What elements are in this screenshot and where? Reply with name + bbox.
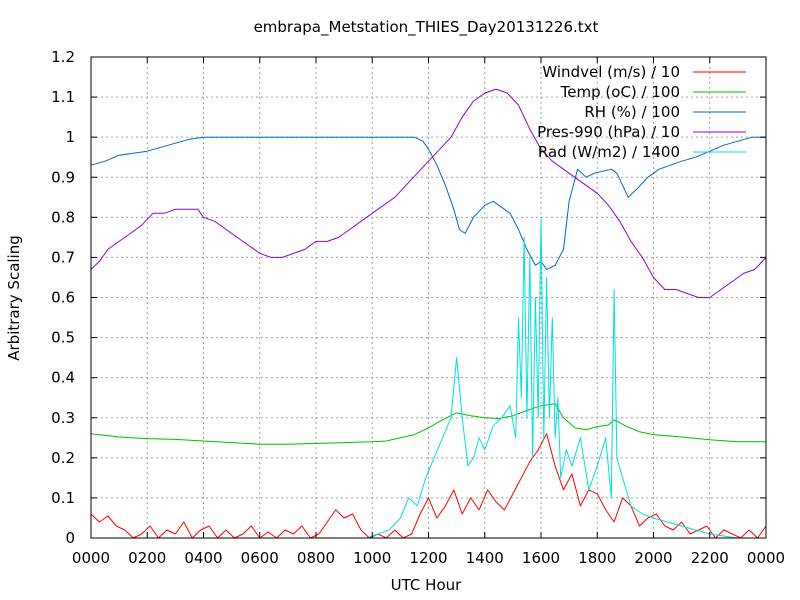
series-line-1 <box>90 433 767 539</box>
series-layer <box>90 88 767 539</box>
legend: Windvel (m/s) / 10 Temp (oC) / 100 RH (%) … <box>537 63 746 161</box>
series-line-3 <box>90 136 766 270</box>
x-tick-label: 0400 <box>184 549 222 567</box>
y-tick-label: 1.1 <box>51 88 75 106</box>
series-line-4 <box>90 88 767 298</box>
series-line-5 <box>91 216 766 539</box>
y-tick-label: 0.4 <box>51 369 75 387</box>
y-tick-label: 1.2 <box>51 48 75 66</box>
legend-label: Rad (W/m2) / 1400 <box>538 143 680 161</box>
x-tick-label: 0600 <box>241 549 279 567</box>
x-tick-label: 0000 <box>747 549 785 567</box>
x-axis-label: UTC Hour <box>391 576 462 594</box>
y-tick-label: 0.7 <box>51 248 75 266</box>
x-tick-label: 0800 <box>297 549 335 567</box>
legend-label: RH (%) / 100 <box>584 103 680 121</box>
y-tick-label: 0.2 <box>51 449 75 467</box>
y-tick-label: 1 <box>65 128 75 146</box>
y-tick-label: 0 <box>65 529 75 547</box>
y-tick-label: 0.5 <box>51 329 75 347</box>
legend-label: Temp (oC) / 100 <box>560 83 680 101</box>
x-tick-label: 1200 <box>409 549 447 567</box>
y-tick-label: 0.3 <box>51 409 75 427</box>
ticks: 0 0.1 0.2 0.3 0.4 0.5 0.6 0.7 0.8 0.9 1 1.1 1.2 0000 0… <box>51 48 785 567</box>
series-line-2 <box>90 403 766 445</box>
x-tick-label: 1600 <box>522 549 560 567</box>
legend-label: Pres-990 (hPa) / 10 <box>537 123 680 141</box>
x-tick-label: 1800 <box>578 549 616 567</box>
y-tick-label: 0.9 <box>51 168 75 186</box>
x-tick-label: 1000 <box>353 549 391 567</box>
x-tick-label: 1400 <box>466 549 504 567</box>
x-tick-label: 2000 <box>634 549 672 567</box>
chart-title: embrapa_Metstation_THIES_Day20131226.txt <box>254 18 599 37</box>
y-tick-label: 0.8 <box>51 208 75 226</box>
y-tick-label: 0.1 <box>51 489 75 507</box>
x-tick-label: 0200 <box>128 549 166 567</box>
x-tick-label: 2200 <box>691 549 729 567</box>
x-tick-label: 0000 <box>72 549 110 567</box>
legend-label: Windvel (m/s) / 10 <box>542 63 680 81</box>
y-tick-label: 0.6 <box>51 289 75 307</box>
y-axis-label: Arbitrary Scaling <box>5 235 23 361</box>
